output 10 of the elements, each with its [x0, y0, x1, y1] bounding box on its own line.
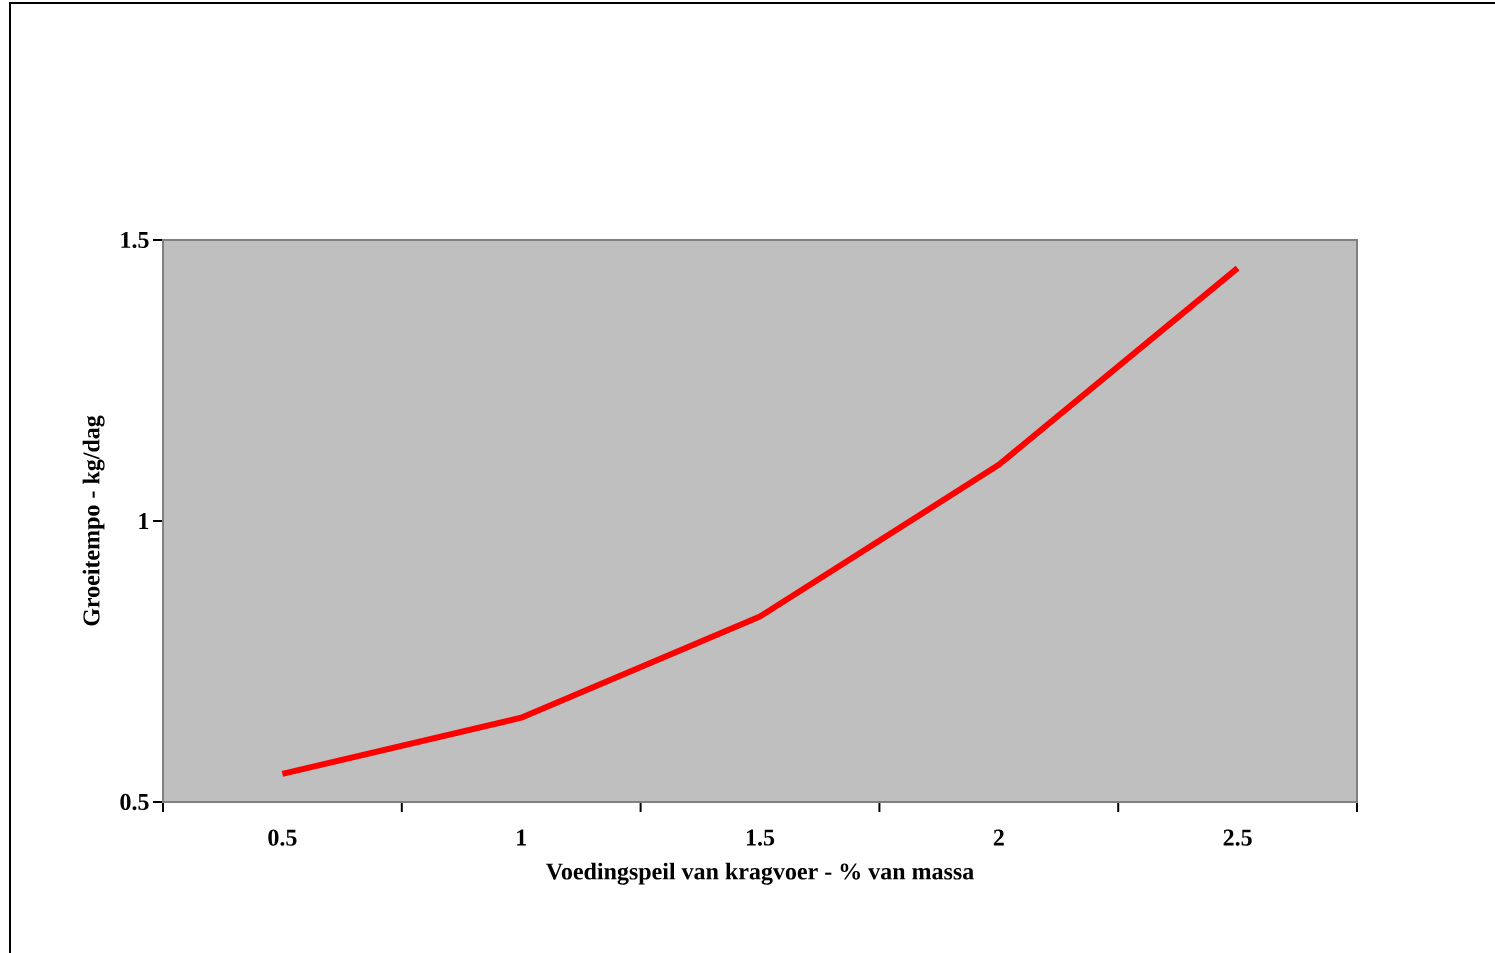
- x-tick-label: 2.5: [1223, 829, 1252, 846]
- x-tick-label: 0.5: [268, 829, 297, 846]
- x-tick-label: 1: [517, 829, 526, 846]
- y-axis-title: Groeitempo - kg/dag: [82, 415, 105, 626]
- y-tick-label: 0.5: [120, 793, 149, 811]
- y-tick-label: 1: [139, 513, 149, 529]
- y-tick-label: 1.5: [121, 231, 149, 249]
- x-tick-label: 2: [993, 829, 1004, 846]
- x-tick-label: 1.5: [746, 829, 775, 846]
- x-axis-title: Voedingspeil van kragvoer - % van massa: [546, 862, 974, 885]
